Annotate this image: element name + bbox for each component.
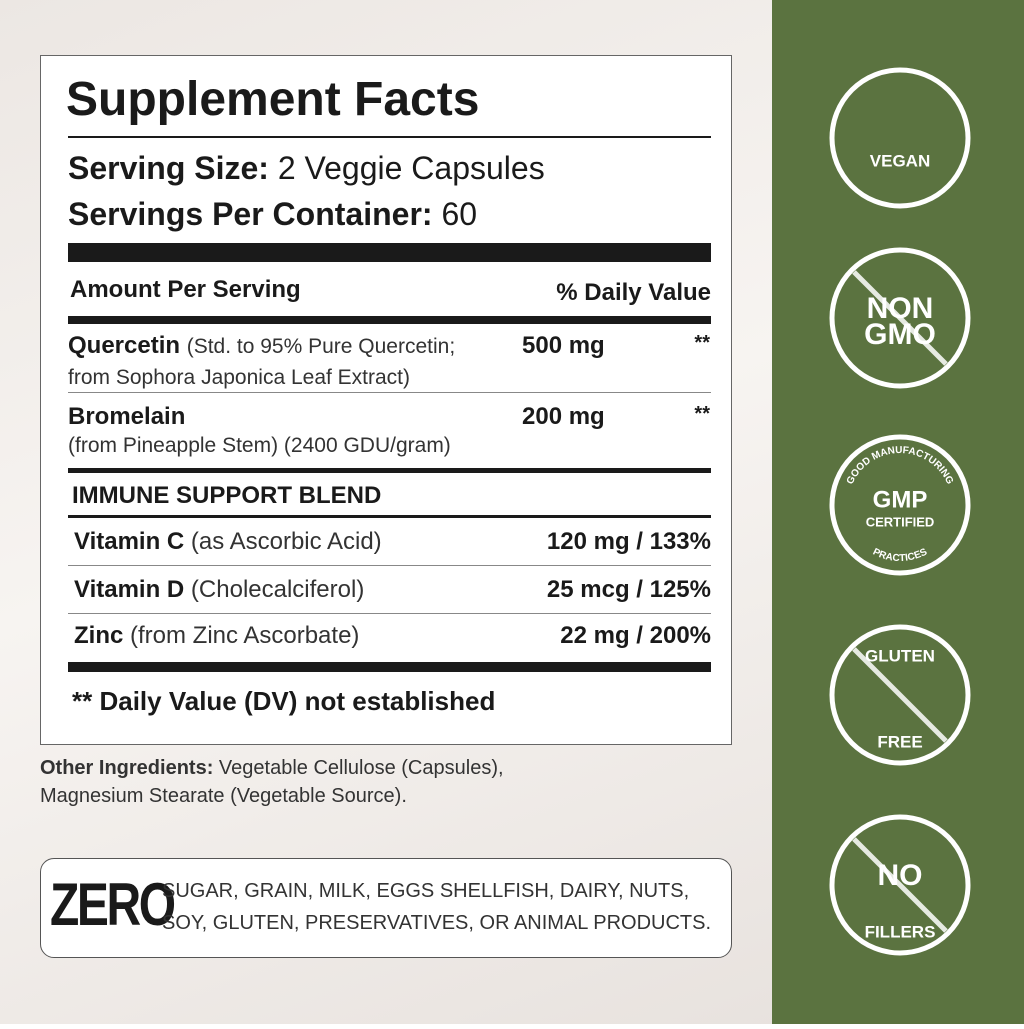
badge-slash <box>852 270 948 366</box>
desc: (from Zinc Ascorbate) <box>130 622 360 649</box>
value: 60 <box>441 196 478 232</box>
desc: (from Pineapple Stem) (2400 GDU/gram) <box>68 434 451 457</box>
desc: from Sophora Japonica Leaf Extract) <box>68 366 411 389</box>
dv: ** <box>694 403 710 425</box>
other-ingredients: Magnesium Stearate (Vegetable Source). <box>40 785 407 807</box>
column-header: Amount Per Serving <box>70 276 301 303</box>
badge-ring <box>829 434 971 576</box>
zero-box <box>40 858 732 958</box>
badge-text: GLUTEN <box>865 646 935 665</box>
badge-ring <box>829 67 971 209</box>
badge-text: FREE <box>877 732 922 751</box>
label: Servings Per Container: <box>68 196 433 232</box>
serving-size: Serving Size: 2 Veggie Capsules <box>68 150 545 187</box>
badge-slash <box>852 647 948 743</box>
rule <box>68 316 711 324</box>
column-header: % Daily Value <box>556 279 711 306</box>
name: Vitamin D <box>74 576 185 603</box>
row-name: Quercetin (Std. to 95% Pure Quercetin; <box>68 332 455 360</box>
badge-ring <box>829 624 971 766</box>
blend-row: Vitamin C (as Ascorbic Acid) <box>74 528 382 556</box>
rule <box>68 243 711 262</box>
desc: (as Ascorbic Acid) <box>190 528 382 555</box>
name: Vitamin C <box>74 528 185 555</box>
badge-text: CERTIFIED <box>866 514 935 529</box>
text: Vegetable Cellulose (Capsules), <box>218 757 504 779</box>
name: Bromelain <box>68 403 186 430</box>
facts-panel <box>40 55 732 745</box>
rule <box>68 392 711 393</box>
rule <box>68 515 711 518</box>
facts-title: Supplement Facts <box>66 73 480 126</box>
blend-row: Vitamin D (Cholecalciferol) <box>74 576 364 604</box>
badge-slash <box>852 837 948 933</box>
rule <box>68 468 711 473</box>
rule <box>68 613 711 614</box>
label: Other Ingredients: <box>40 757 214 779</box>
badge-text: VEGAN <box>870 151 930 170</box>
desc: (Cholecalciferol) <box>190 576 365 603</box>
amount: 25 mcg / 125% <box>546 576 711 603</box>
badge-arc: PRACTICES <box>871 546 929 564</box>
dv: ** <box>694 332 710 354</box>
blend-title: IMMUNE SUPPORT BLEND <box>72 482 382 509</box>
arc-text: PRACTICES <box>871 546 929 564</box>
badge-text: FILLERS <box>865 922 936 941</box>
desc: (Std. to 95% Pure Quercetin; <box>186 335 456 358</box>
value: 2 Veggie Capsules <box>277 150 545 186</box>
zero-line: SUGAR, GRAIN, MILK, EGGS SHELLFISH, DAIR… <box>162 880 690 902</box>
label: Serving Size: <box>68 150 269 186</box>
badge-ring <box>829 814 971 956</box>
badge-ring <box>829 247 971 389</box>
amount: 22 mg / 200% <box>560 622 711 649</box>
rule <box>68 565 711 566</box>
name: Quercetin <box>68 332 181 359</box>
zero-line: SOY, GLUTEN, PRESERVATIVES, OR ANIMAL PR… <box>162 912 712 934</box>
badge-text: GMP <box>873 486 928 513</box>
amount: 200 mg <box>522 403 605 430</box>
servings-per-container: Servings Per Container: 60 <box>68 196 477 233</box>
footnote: ** Daily Value (DV) not established <box>72 686 496 716</box>
amount: 120 mg / 133% <box>546 528 711 555</box>
blend-row: Zinc (from Zinc Ascorbate) <box>74 622 359 650</box>
name: Zinc <box>74 622 124 649</box>
rule <box>68 136 711 138</box>
badge-panel: VEGAN NON GMO GMP CERTIFIED GOOD MANUFACTURIN… <box>772 0 1024 1024</box>
rule <box>68 662 711 672</box>
amount: 500 mg <box>522 332 605 359</box>
zero-title: ZERO <box>50 871 176 938</box>
other-ingredients: Other Ingredients: Vegetable Cellulose (… <box>40 757 504 780</box>
